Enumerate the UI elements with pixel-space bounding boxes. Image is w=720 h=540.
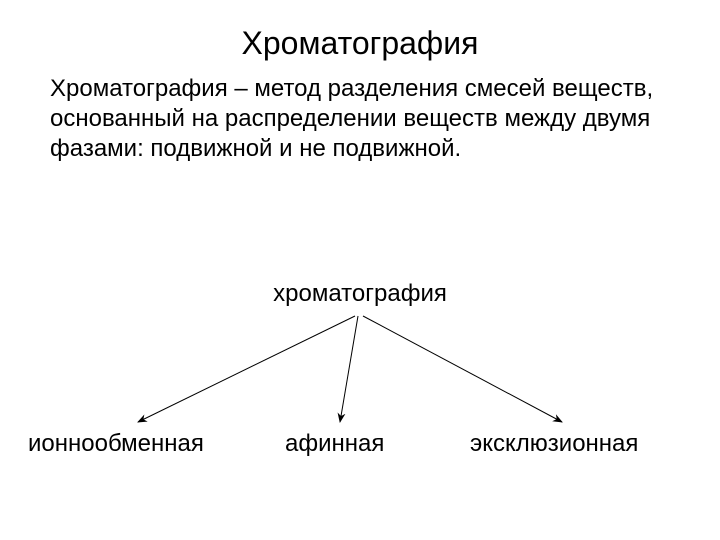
diagram-arrows xyxy=(0,310,720,430)
page-title: Хроматография xyxy=(0,0,720,74)
definition-term: Хроматография xyxy=(50,75,228,102)
arrow-center xyxy=(340,316,358,422)
arrow-left xyxy=(138,316,355,422)
arrow-right xyxy=(363,316,562,422)
definition-paragraph: Хроматография – метод разделения смесей … xyxy=(0,74,720,164)
leaf-right: эксклюзионная xyxy=(470,430,638,458)
diagram-root-label: хроматография xyxy=(0,280,720,308)
leaf-center: афинная xyxy=(285,430,384,458)
leaf-left: ионнообменная xyxy=(28,430,204,458)
